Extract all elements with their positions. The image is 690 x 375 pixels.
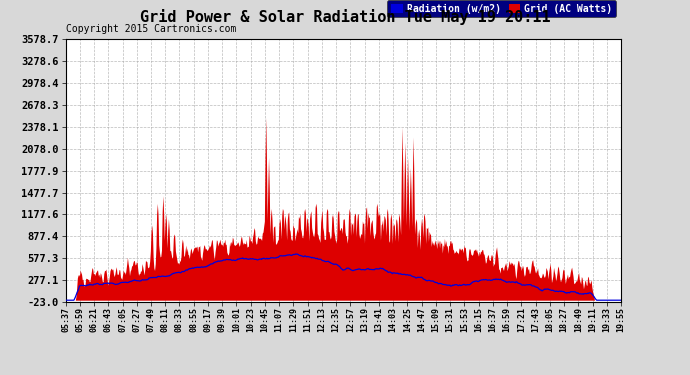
Legend: Radiation (w/m2), Grid (AC Watts): Radiation (w/m2), Grid (AC Watts) <box>387 0 616 17</box>
Text: Grid Power & Solar Radiation Tue May 19 20:11: Grid Power & Solar Radiation Tue May 19 … <box>139 9 551 26</box>
Text: Copyright 2015 Cartronics.com: Copyright 2015 Cartronics.com <box>66 24 236 34</box>
